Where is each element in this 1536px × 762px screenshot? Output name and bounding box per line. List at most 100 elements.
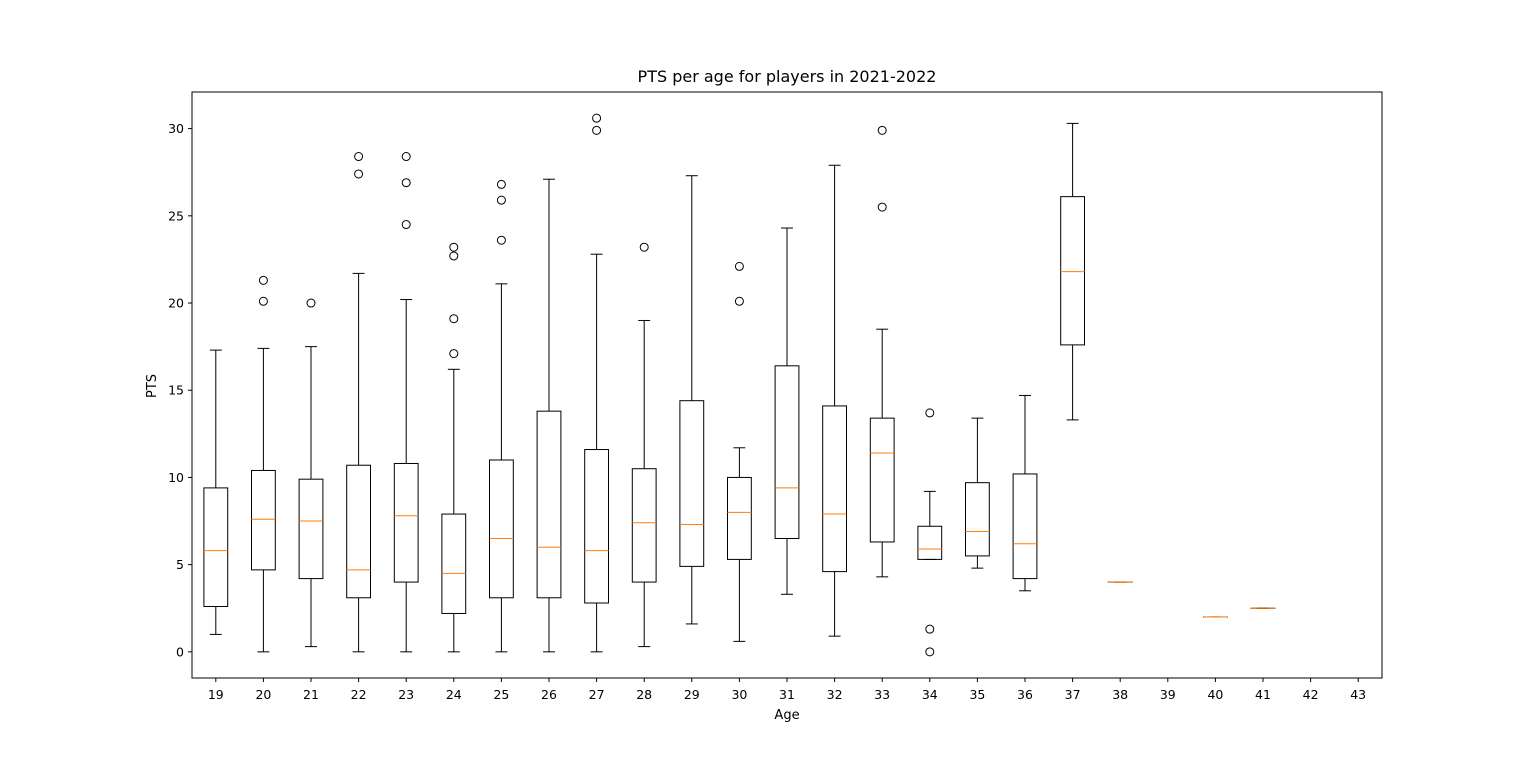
- box-iqr-24: [441, 513, 467, 614]
- flier-28-0: [639, 242, 649, 252]
- box-age-37: [1060, 122, 1085, 421]
- x-tick-label-25: 25: [493, 687, 509, 702]
- box-age-29: [679, 175, 705, 625]
- flier-25-2: [496, 179, 506, 189]
- box-iqr-22: [346, 464, 372, 599]
- y-tick-label-30: 30: [168, 121, 184, 136]
- box-age-25: [489, 179, 514, 653]
- box-age-32: [822, 164, 848, 637]
- flier-30-0: [734, 296, 744, 306]
- box-age-23: [393, 152, 419, 653]
- x-axis-label: Age: [774, 708, 799, 723]
- y-tick-label-0: 0: [176, 644, 184, 659]
- x-tick-label-27: 27: [589, 687, 605, 702]
- x-tick-label-29: 29: [684, 687, 700, 702]
- flier-24-1: [449, 314, 459, 324]
- box-age-19: [203, 349, 229, 635]
- box-iqr-36: [1012, 473, 1038, 580]
- y-tick-label-25: 25: [168, 208, 184, 223]
- box-iqr-31: [774, 365, 800, 539]
- x-tick-label-31: 31: [779, 687, 795, 702]
- flier-27-0: [592, 125, 602, 135]
- x-tick-label-43: 43: [1350, 687, 1366, 702]
- flier-23-0: [401, 220, 411, 230]
- flier-22-0: [354, 169, 364, 179]
- box-age-21: [298, 298, 324, 648]
- x-tick-label-40: 40: [1207, 687, 1223, 702]
- flier-20-0: [258, 296, 268, 306]
- x-tick-label-26: 26: [541, 687, 557, 702]
- flier-24-2: [449, 251, 459, 261]
- box-iqr-35: [965, 482, 990, 557]
- flier-23-1: [401, 178, 411, 188]
- chart-title: PTS per age for players in 2021-2022: [638, 67, 937, 86]
- x-tick-label-30: 30: [731, 687, 747, 702]
- flier-21-0: [306, 298, 316, 308]
- plot-area: [203, 113, 1276, 657]
- x-tick-label-36: 36: [1017, 687, 1033, 702]
- x-tick-label-41: 41: [1255, 687, 1271, 702]
- flier-34-0: [925, 647, 935, 657]
- box-iqr-27: [584, 449, 610, 604]
- x-tick-label-37: 37: [1065, 687, 1081, 702]
- box-iqr-33: [869, 417, 895, 543]
- box-iqr-34: [917, 525, 943, 560]
- y-axis-label: PTS: [145, 374, 160, 398]
- x-tick-label-33: 33: [874, 687, 890, 702]
- box-iqr-26: [536, 410, 562, 599]
- x-tick-label-39: 39: [1160, 687, 1176, 702]
- flier-24-0: [449, 349, 459, 359]
- x-tick-label-28: 28: [636, 687, 652, 702]
- box-age-35: [965, 417, 990, 569]
- y-tick-label-10: 10: [168, 470, 184, 485]
- flier-34-1: [925, 624, 935, 634]
- flier-33-0: [877, 202, 887, 212]
- box-iqr-37: [1060, 196, 1085, 346]
- box-age-30: [727, 261, 752, 642]
- box-age-26: [536, 178, 562, 653]
- x-tick-label-42: 42: [1303, 687, 1319, 702]
- box-iqr-21: [298, 478, 324, 580]
- flier-34-2: [925, 408, 935, 418]
- axes: 19 20 21 22 23 24 25 26 27 28 29 30 31 32 33 34 35 36 37 38…: [168, 91, 1383, 702]
- x-tick-label-19: 19: [208, 687, 224, 702]
- box-iqr-23: [393, 462, 419, 583]
- flier-25-0: [496, 235, 506, 245]
- x-tick-label-22: 22: [351, 687, 367, 702]
- y-tick-label-15: 15: [168, 383, 184, 398]
- box-iqr-28: [631, 468, 657, 583]
- box-age-36: [1012, 394, 1038, 592]
- box-age-34: [917, 408, 943, 657]
- x-tick-label-38: 38: [1112, 687, 1128, 702]
- x-tick-label-20: 20: [255, 687, 271, 702]
- box-age-28: [631, 242, 657, 648]
- box-iqr-20: [251, 469, 276, 571]
- flier-27-1: [592, 113, 602, 123]
- flier-20-1: [258, 275, 268, 285]
- flier-33-1: [877, 125, 887, 135]
- flier-22-1: [354, 152, 364, 162]
- x-tick-label-24: 24: [446, 687, 462, 702]
- box-age-24: [441, 242, 467, 653]
- box-iqr-29: [679, 400, 705, 567]
- x-tick-label-32: 32: [827, 687, 843, 702]
- x-tick-label-35: 35: [969, 687, 985, 702]
- y-tick-label-20: 20: [168, 296, 184, 311]
- x-tick-label-23: 23: [398, 687, 414, 702]
- box-age-20: [251, 275, 276, 653]
- box-age-22: [346, 152, 372, 653]
- flier-25-1: [496, 195, 506, 205]
- box-age-33: [869, 125, 895, 578]
- box-iqr-19: [203, 487, 229, 607]
- box-iqr-25: [489, 459, 514, 599]
- flier-30-1: [734, 261, 744, 271]
- box-iqr-30: [727, 476, 752, 560]
- box-iqr-32: [822, 405, 848, 573]
- x-tick-label-21: 21: [303, 687, 319, 702]
- y-tick-label-5: 5: [176, 557, 184, 572]
- box-age-31: [774, 227, 800, 595]
- flier-23-2: [401, 152, 411, 162]
- box-age-27: [584, 113, 610, 653]
- flier-24-3: [449, 242, 459, 252]
